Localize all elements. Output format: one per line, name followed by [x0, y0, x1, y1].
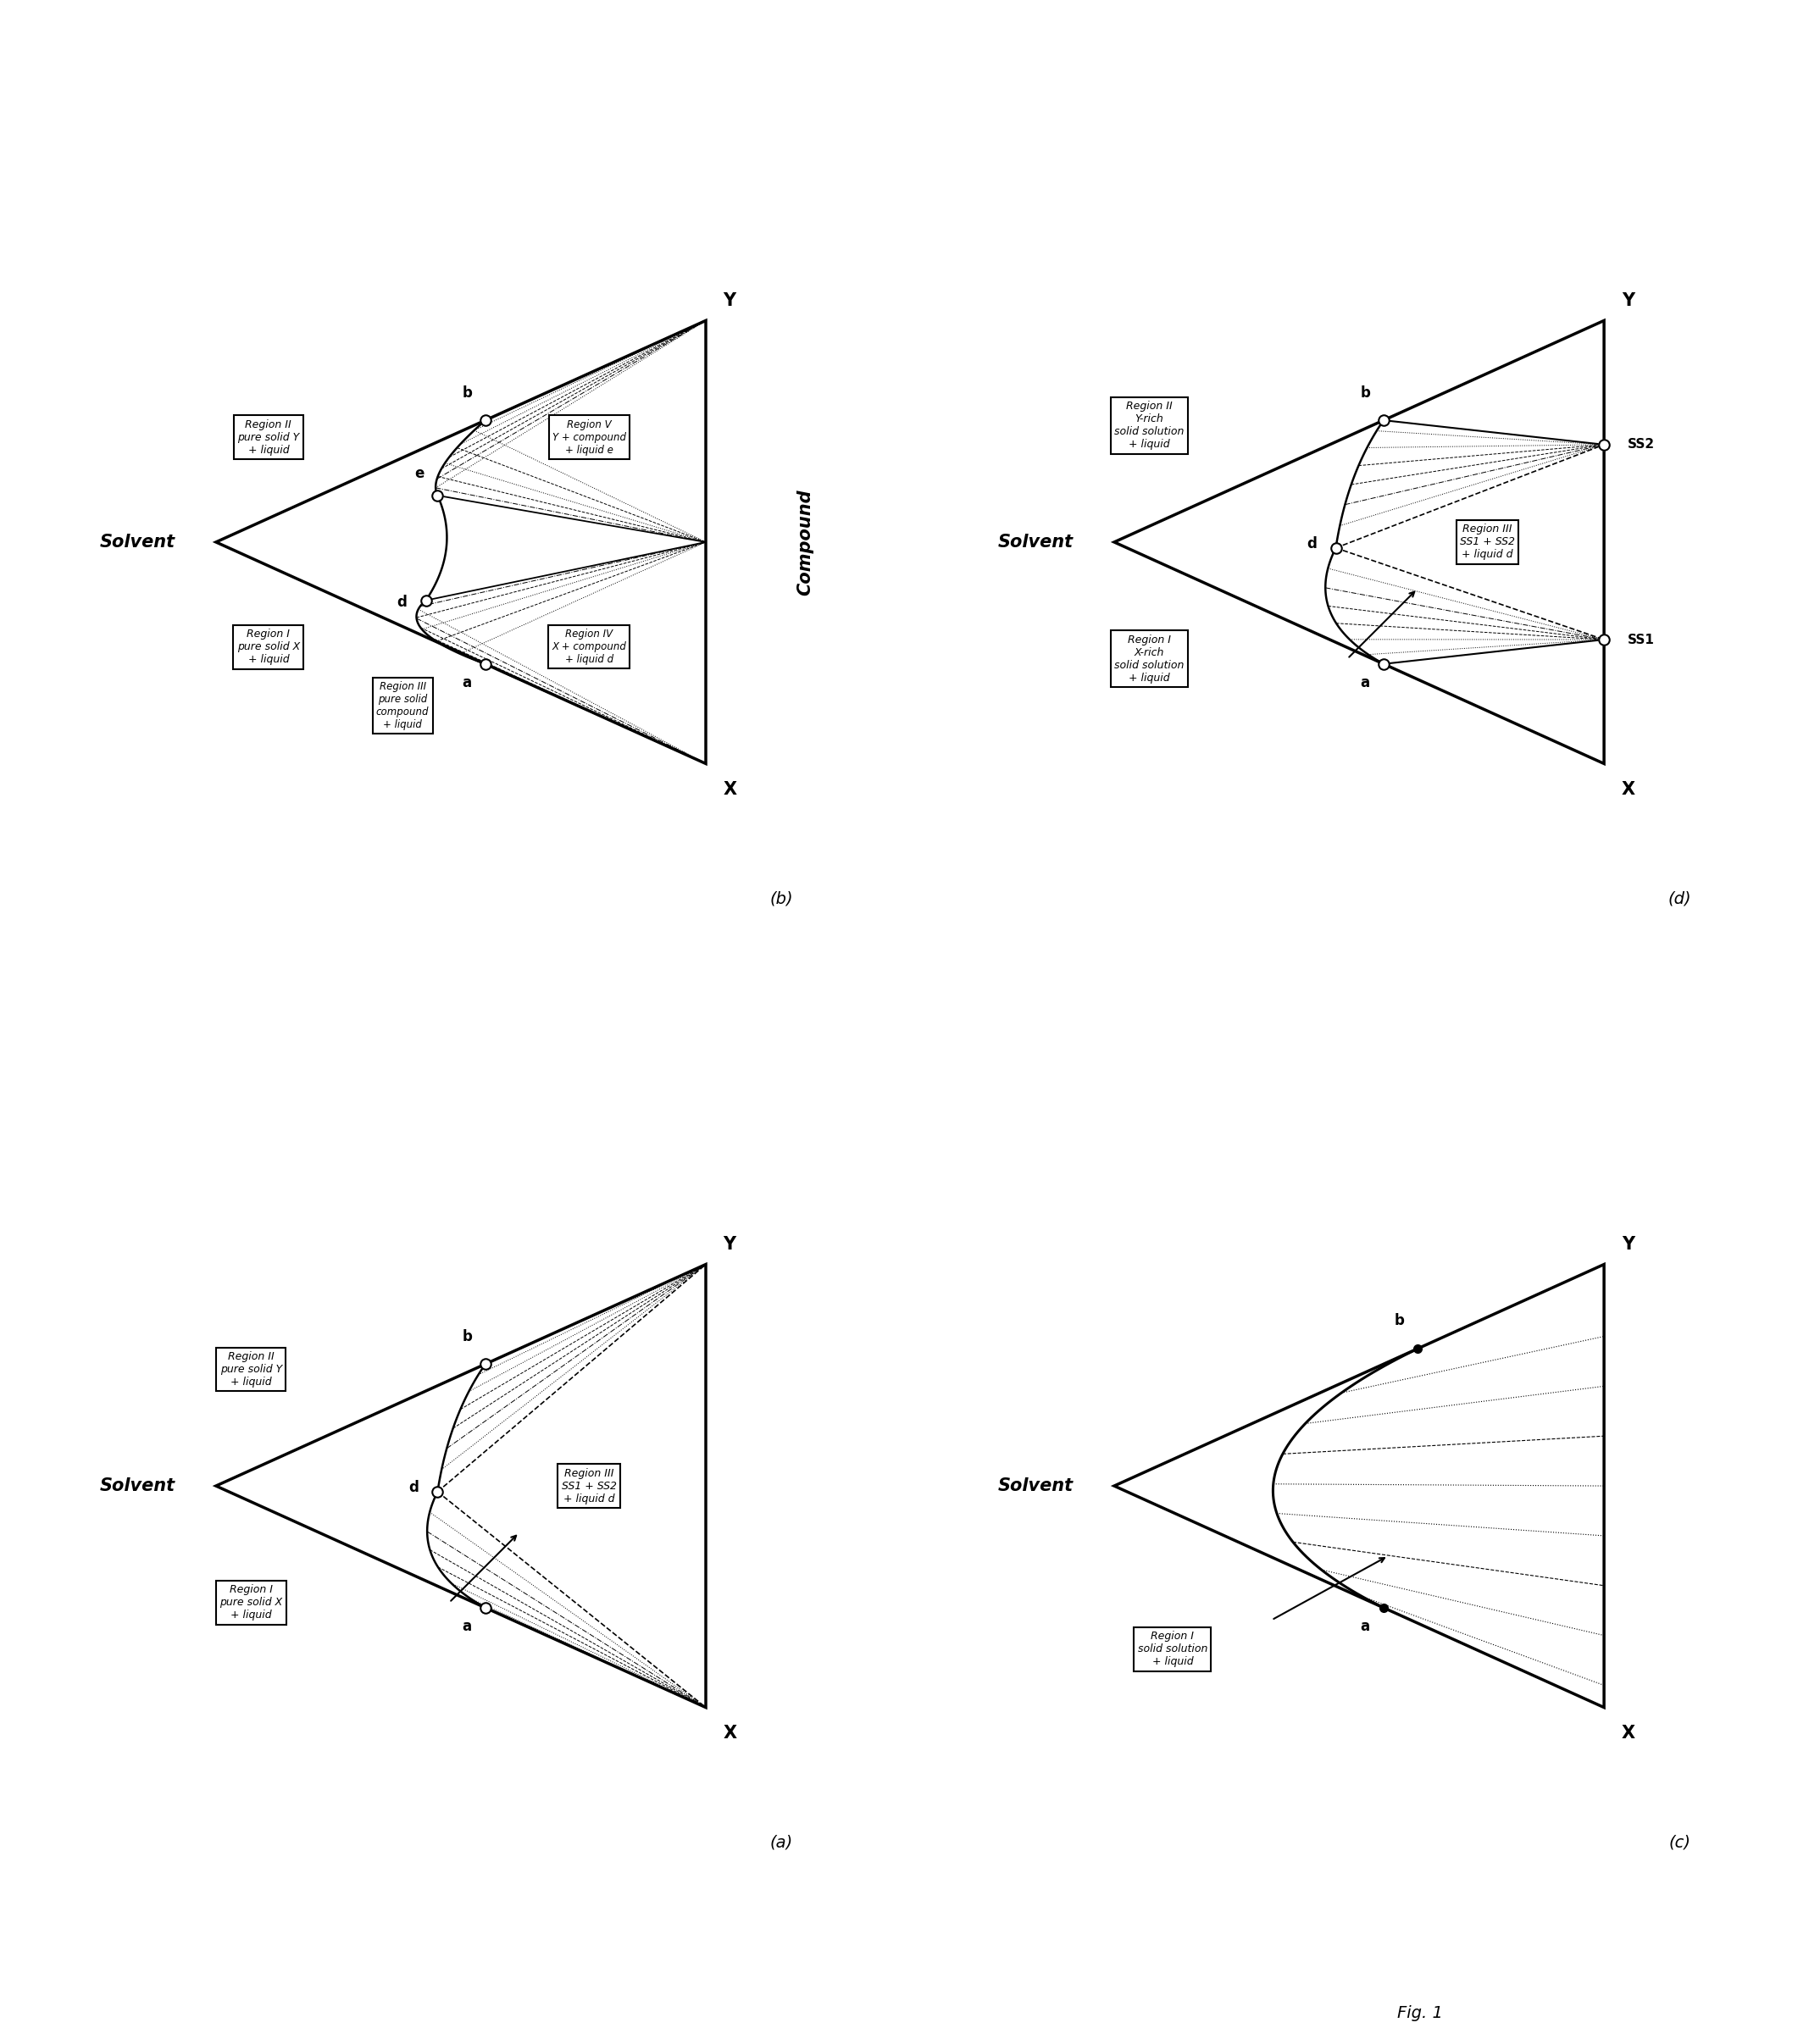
Text: Region II
Y-rich
solid solution
+ liquid: Region II Y-rich solid solution + liquid: [1114, 402, 1185, 450]
Text: Region V
Y + compound
+ liquid e: Region V Y + compound + liquid e: [551, 420, 626, 456]
Text: Region I
pure solid X
+ liquid: Region I pure solid X + liquid: [237, 629, 300, 665]
Text: Region I
solid solution
+ liquid: Region I solid solution + liquid: [1138, 1631, 1207, 1667]
Text: a: a: [1360, 675, 1370, 692]
Text: X: X: [723, 1726, 737, 1742]
Text: Y: Y: [723, 292, 735, 308]
Text: Solvent: Solvent: [997, 533, 1074, 550]
Text: Region II
pure solid Y
+ liquid: Region II pure solid Y + liquid: [237, 420, 300, 456]
Text: (b): (b): [770, 890, 794, 907]
Text: Region III
SS1 + SS2
+ liquid d: Region III SS1 + SS2 + liquid d: [562, 1468, 617, 1505]
Text: b: b: [1394, 1314, 1405, 1328]
Text: (c): (c): [1669, 1835, 1691, 1852]
Text: Region II
pure solid Y
+ liquid: Region II pure solid Y + liquid: [220, 1351, 282, 1387]
Text: X: X: [1622, 1726, 1634, 1742]
Text: d: d: [1307, 535, 1316, 552]
Text: a: a: [462, 675, 471, 692]
Text: b: b: [1360, 385, 1370, 400]
Text: SS1: SS1: [1627, 633, 1654, 647]
Text: d: d: [408, 1480, 419, 1495]
Text: Solvent: Solvent: [997, 1478, 1074, 1495]
Text: Fig. 1: Fig. 1: [1396, 2006, 1443, 2022]
Text: Y: Y: [1622, 292, 1634, 308]
Text: (d): (d): [1669, 890, 1691, 907]
Text: Region III
pure solid
compound
+ liquid: Region III pure solid compound + liquid: [377, 681, 430, 730]
Text: Region I
X-rich
solid solution
+ liquid: Region I X-rich solid solution + liquid: [1114, 635, 1185, 683]
Text: b: b: [462, 385, 471, 400]
Text: Y: Y: [723, 1235, 735, 1253]
Text: Compound: Compound: [797, 489, 814, 596]
Text: a: a: [462, 1618, 471, 1635]
Text: SS2: SS2: [1627, 438, 1654, 450]
Text: e: e: [415, 466, 424, 481]
Text: Region IV
X + compound
+ liquid d: Region IV X + compound + liquid d: [551, 629, 626, 665]
Text: Y: Y: [1622, 1235, 1634, 1253]
Text: Region III
SS1 + SS2
+ liquid d: Region III SS1 + SS2 + liquid d: [1460, 523, 1514, 560]
Text: b: b: [462, 1328, 471, 1345]
Text: a: a: [1360, 1618, 1370, 1635]
Text: X: X: [723, 781, 737, 799]
Text: (a): (a): [770, 1835, 794, 1852]
Text: d: d: [397, 594, 408, 610]
Text: Solvent: Solvent: [100, 533, 175, 550]
Text: Region I
pure solid X
+ liquid: Region I pure solid X + liquid: [220, 1584, 282, 1620]
Text: Solvent: Solvent: [100, 1478, 175, 1495]
Text: X: X: [1622, 781, 1634, 799]
